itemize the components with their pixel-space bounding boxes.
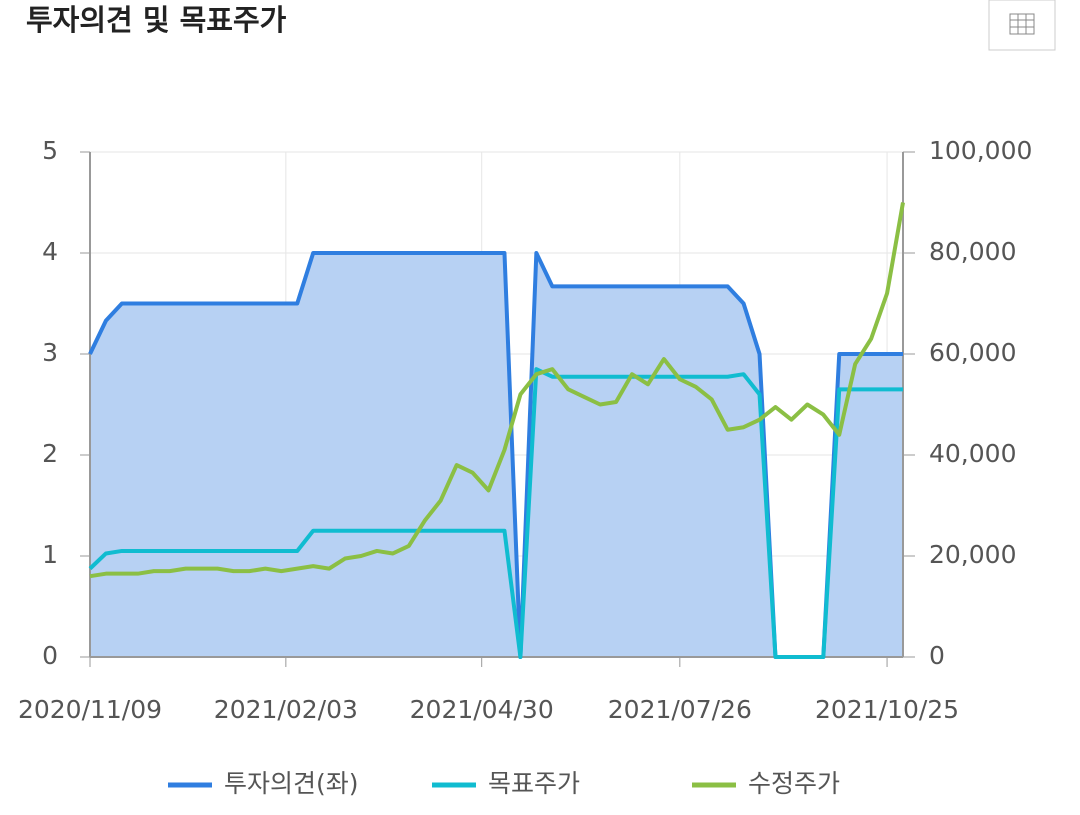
y2-tick-label: 60,000: [929, 338, 1016, 367]
y-tick-label: 3: [42, 338, 58, 367]
y2-tick-label: 100,000: [929, 136, 1032, 165]
y2-tick-label: 20,000: [929, 540, 1016, 569]
x-tick-label: 2021/07/26: [608, 695, 752, 724]
legend-label: 투자의견(좌): [224, 769, 359, 798]
x-tick-label: 2021/10/25: [815, 695, 959, 724]
button-frame[interactable]: [988, 0, 1056, 51]
table-icon: [1009, 13, 1035, 35]
table-button[interactable]: [988, 0, 1056, 51]
y-tick-label: 2: [42, 439, 58, 468]
y-tick-label: 0: [42, 641, 58, 670]
legend-label: 수정주가: [748, 769, 840, 798]
y-tick-label: 4: [42, 237, 58, 266]
y2-tick-label: 0: [929, 641, 945, 670]
series-line: [88, 367, 903, 659]
chart-title: 투자의견 및 목표주가: [26, 3, 287, 37]
x-tick-label: 2021/04/30: [410, 695, 554, 724]
table-icon-grid: [1010, 14, 1034, 34]
y-tick-label: 5: [42, 136, 58, 165]
legend-label: 목표주가: [488, 769, 580, 798]
opinion-area: [90, 253, 903, 657]
series-line: [89, 202, 905, 579]
y2-tick-label: 40,000: [929, 439, 1016, 468]
x-tick-label: 2020/11/09: [18, 695, 162, 724]
y-tick-label: 1: [42, 540, 58, 569]
y2-tick-label: 80,000: [929, 237, 1016, 266]
x-tick-label: 2021/02/03: [214, 695, 358, 724]
